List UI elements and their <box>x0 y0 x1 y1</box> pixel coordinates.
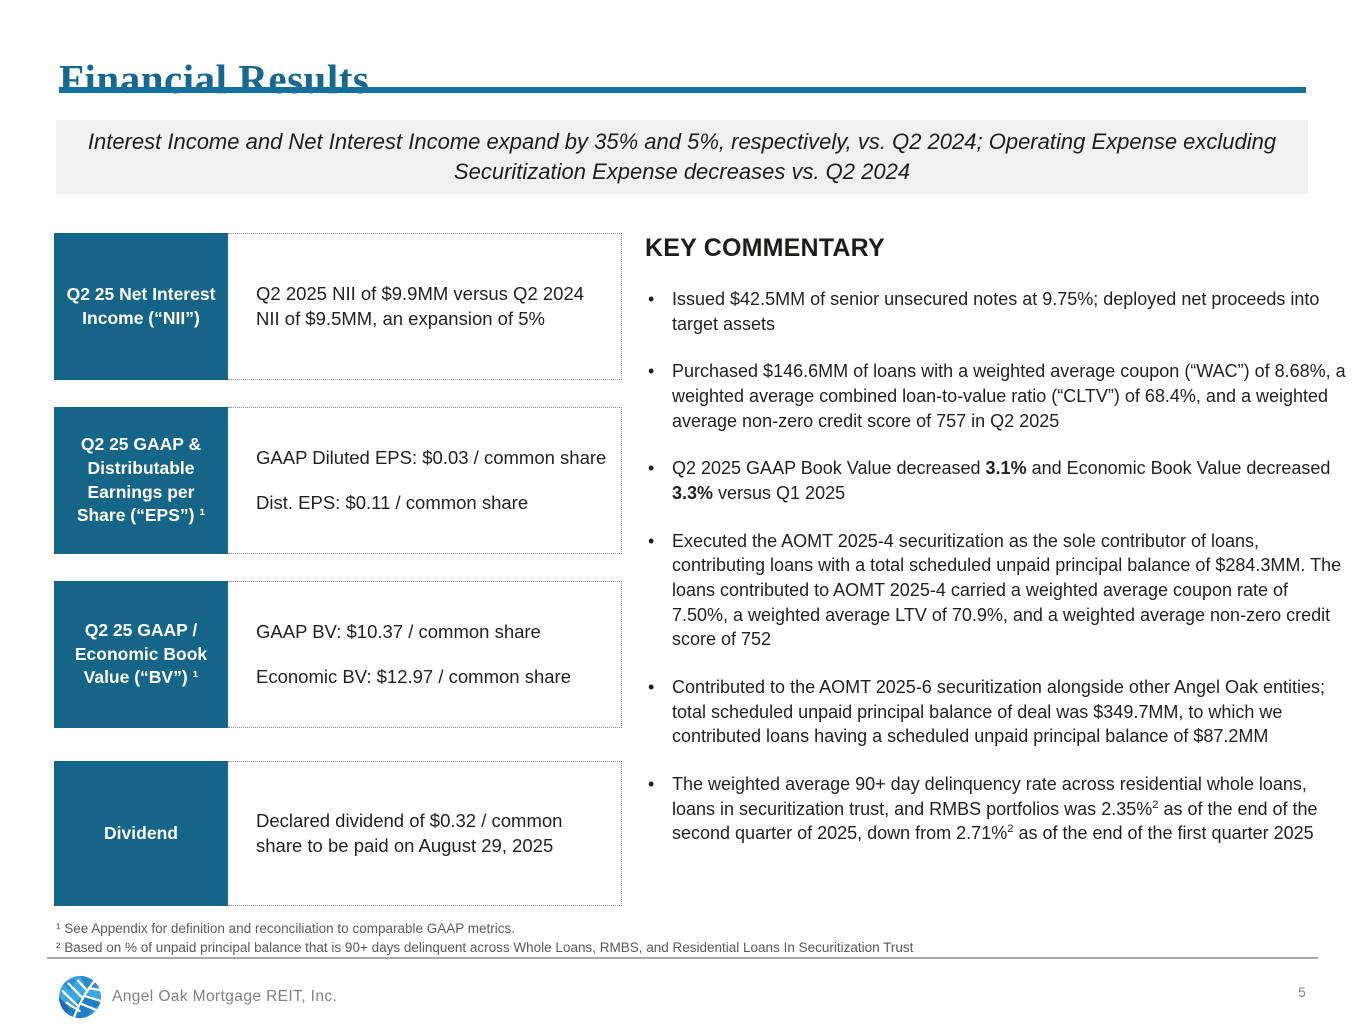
metric-content-line: Declared dividend of $0.32 / common shar… <box>256 809 563 856</box>
key-metrics-column: Q2 25 Net Interest Income (“NII”) Q2 2025… <box>54 233 622 906</box>
metric-content-line: Q2 2025 NII of $9.9MM versus Q2 2024 NII… <box>256 282 585 329</box>
metric-label: Q2 25 Net Interest Income (“NII”) <box>54 233 228 380</box>
commentary-bullet: Contributed to the AOMT 2025-6 securitiz… <box>645 675 1347 749</box>
metric-content: Declared dividend of $0.32 / common shar… <box>228 761 622 906</box>
commentary-bullet: Q2 2025 GAAP Book Value decreased 3.1% a… <box>645 456 1347 505</box>
footer-company-name: Angel Oak Mortgage REIT, Inc. <box>112 988 338 1005</box>
page-number: 5 <box>1298 985 1306 1000</box>
subtitle-text: Interest Income and Net Interest Income … <box>87 129 1277 184</box>
key-commentary-section: KEY COMMENTARY Issued $42.5MM of senior … <box>645 234 1347 869</box>
footnote: ² Based on % of unpaid principal balance… <box>56 939 914 955</box>
metric-content: Q2 2025 NII of $9.9MM versus Q2 2024 NII… <box>228 233 622 380</box>
metric-content-line: GAAP Diluted EPS: $0.03 / common share <box>256 446 607 468</box>
commentary-bullet-list: Issued $42.5MM of senior unsecured notes… <box>645 287 1347 846</box>
metric-row: Dividend Declared dividend of $0.32 / com… <box>54 761 622 906</box>
footnote: ¹ See Appendix for definition and reconc… <box>56 921 515 936</box>
commentary-heading: KEY COMMENTARY <box>645 234 885 262</box>
title-underline <box>59 87 1306 93</box>
metric-label: Q2 25 GAAP & Distributable Earnings per … <box>54 407 228 554</box>
page-title: Financial Results <box>59 56 370 103</box>
footnotes: ¹ See Appendix for definition and reconc… <box>56 920 1306 958</box>
commentary-bullet: Purchased $146.6MM of loans with a weigh… <box>645 359 1347 433</box>
metric-label: Dividend <box>54 761 228 906</box>
metric-content: GAAP BV: $10.37 / common share Economic B… <box>228 581 622 728</box>
angel-oak-logo-icon <box>58 975 102 1019</box>
metric-content-line: Dist. EPS: $0.11 / common share <box>256 491 529 513</box>
metric-content: GAAP Diluted EPS: $0.03 / common share Di… <box>228 407 622 554</box>
metric-label: Q2 25 GAAP / Economic Book Value (“BV”) … <box>54 581 228 728</box>
commentary-bullet: Issued $42.5MM of senior unsecured notes… <box>645 287 1347 336</box>
metric-row: Q2 25 GAAP / Economic Book Value (“BV”) … <box>54 581 622 728</box>
metric-content-line: Economic BV: $12.97 / common share <box>256 665 571 687</box>
metric-row: Q2 25 GAAP & Distributable Earnings per … <box>54 407 622 554</box>
footer-divider <box>47 957 1318 959</box>
metric-content-line: GAAP BV: $10.37 / common share <box>256 620 541 642</box>
commentary-bullet: The weighted average 90+ day delinquency… <box>645 772 1347 846</box>
subtitle-banner: Interest Income and Net Interest Income … <box>56 120 1308 194</box>
metric-row: Q2 25 Net Interest Income (“NII”) Q2 2025… <box>54 233 622 380</box>
commentary-bullet: Executed the AOMT 2025-4 securitization … <box>645 529 1347 652</box>
